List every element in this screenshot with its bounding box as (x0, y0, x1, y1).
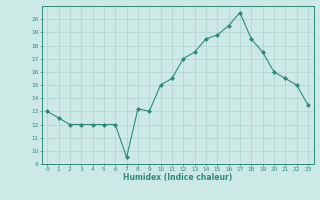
X-axis label: Humidex (Indice chaleur): Humidex (Indice chaleur) (123, 173, 232, 182)
